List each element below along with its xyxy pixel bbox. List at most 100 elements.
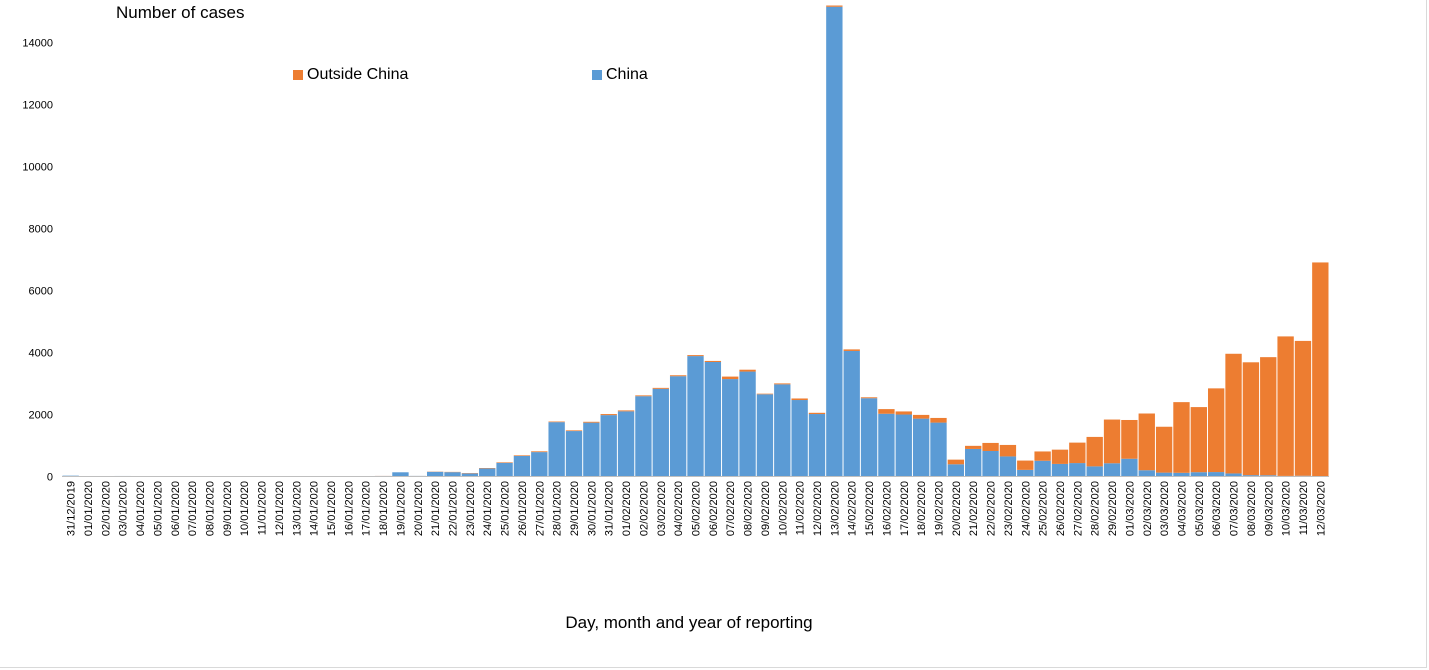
x-tick-label: 31/12/2019 [66,481,78,536]
x-tick-label: 30/01/2020 [586,481,598,536]
bar-china [704,361,722,477]
x-tick-label: 07/01/2020 [187,481,199,536]
x-tick-label: 27/01/2020 [534,481,546,536]
bar-outside-china [1069,442,1086,464]
bar-china [652,388,669,477]
x-tick-label: 14/02/2020 [847,481,859,536]
x-tick-label: 15/01/2020 [326,481,338,536]
bar-outside-china [999,444,1017,457]
bar-outside-china [1294,340,1312,476]
bar-outside-china [1190,407,1208,473]
bar-outside-china [791,398,808,401]
bar-china [479,468,496,477]
x-tick-label: 24/01/2020 [482,481,494,536]
bar-outside-china [1138,413,1155,471]
x-tick-label: 08/03/2020 [1246,481,1258,536]
x-tick-label: 01/01/2020 [83,481,95,536]
bar-outside-china [826,5,843,7]
x-tick-label: 09/01/2020 [222,481,234,536]
y-tick-label: 2000 [29,410,53,422]
bar-china [548,422,565,477]
bar-china [1069,463,1086,477]
x-tick-label: 15/02/2020 [864,481,876,536]
bar-outside-china [965,445,982,449]
x-tick-label: 31/01/2020 [604,481,616,536]
bar-china [426,471,444,477]
x-tick-label: 12/03/2020 [1315,481,1327,536]
bar-china [1260,475,1277,477]
bar-outside-china [1086,436,1103,467]
bar-outside-china [739,369,756,372]
x-tick-label: 16/02/2020 [881,481,893,536]
bar-outside-china [947,459,965,465]
x-tick-label: 01/03/2020 [1124,481,1136,536]
x-tick-label: 28/02/2020 [1090,481,1102,536]
bar-china [860,398,878,477]
y-tick-label: 8000 [29,224,53,236]
x-tick-label: 09/02/2020 [760,481,772,536]
x-tick-label: 13/01/2020 [291,481,303,536]
bar-outside-china [1260,357,1277,476]
x-tick-label: 03/01/2020 [118,481,130,536]
legend-label-china: China [606,66,648,83]
bar-china [791,400,808,477]
bar-outside-china [617,410,635,412]
x-tick-label: 07/03/2020 [1229,481,1241,536]
y-tick-label: 4000 [29,348,53,360]
bar-china [1103,463,1121,477]
x-tick-label: 11/02/2020 [795,481,807,535]
x-tick-label: 06/02/2020 [708,481,720,536]
x-tick-label: 19/01/2020 [395,481,407,536]
x-tick-label: 02/03/2020 [1142,481,1154,536]
bar-outside-china [652,387,669,389]
bar-china [739,371,756,477]
x-tick-label: 23/01/2020 [465,481,477,536]
x-tick-label: 10/02/2020 [777,481,789,536]
bar-china [1208,472,1225,477]
x-tick-label: 06/01/2020 [170,481,182,536]
x-tick-label: 08/02/2020 [743,481,755,536]
bar-outside-china [1103,419,1121,464]
x-tick-label: 05/03/2020 [1194,481,1206,536]
bar-outside-china [1208,388,1225,473]
bar-china [826,6,843,477]
x-tick-label: 22/02/2020 [986,481,998,536]
bar-outside-china [878,409,895,414]
x-tick-label: 25/02/2020 [1038,481,1050,536]
x-tick-label: 05/01/2020 [152,481,164,536]
bar-china [756,394,774,477]
bar-outside-china [1242,362,1260,476]
bar-china [600,415,617,477]
bar-china [1242,475,1260,477]
bar-china [687,356,704,477]
bar-outside-china [565,430,583,432]
bar-china [513,455,531,477]
bar-outside-china [531,451,548,453]
bar-outside-china [1277,336,1294,476]
bar-outside-china [1225,353,1242,474]
bar-outside-china [669,375,687,377]
x-tick-label: 26/02/2020 [1055,481,1067,536]
x-tick-label: 19/02/2020 [933,481,945,536]
x-tick-label: 27/02/2020 [1072,481,1084,536]
bar-china [930,422,947,477]
bar-outside-china [1017,460,1034,470]
x-tick-label: 28/01/2020 [552,481,564,536]
x-tick-label: 29/01/2020 [569,481,581,536]
x-tick-label: 12/02/2020 [812,481,824,536]
bar-outside-china [548,421,565,423]
bar-china [565,431,583,477]
x-tick-label: 10/03/2020 [1281,481,1293,536]
x-tick-label: 17/02/2020 [899,481,911,536]
bar-outside-china [1312,262,1329,477]
x-tick-label: 25/01/2020 [500,481,512,536]
x-tick-label: 23/02/2020 [1003,481,1015,536]
y-axis-title: Number of cases [116,3,245,22]
bar-china [722,379,739,477]
bar-china [843,350,860,477]
y-tick-label: 0 [47,472,53,484]
x-tick-label: 08/01/2020 [205,481,217,536]
y-tick-label: 12000 [22,100,53,112]
